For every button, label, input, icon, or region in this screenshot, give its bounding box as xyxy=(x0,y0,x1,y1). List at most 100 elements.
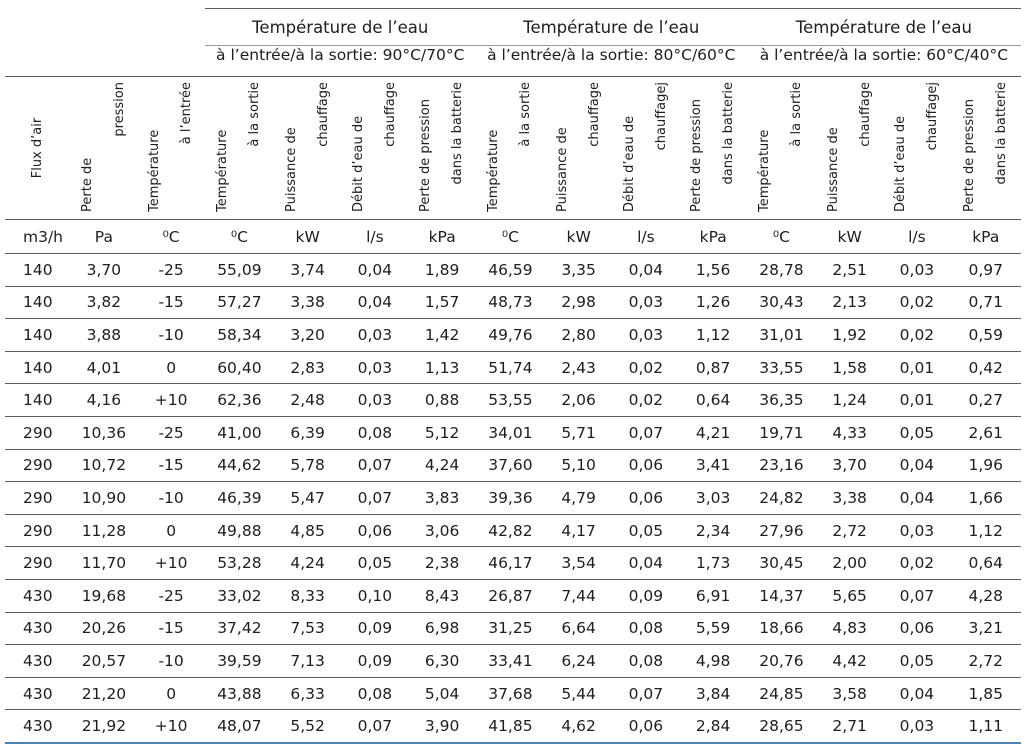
table-body: 140 3,70 -25 55,09 3,74 0,04 1,89 46,59 3,35 0,04… xyxy=(5,253,1021,744)
table-row: 290 10,90 -10 46,39 5,47 0,07 3,83 39,36 4,79 0,0… xyxy=(5,481,1021,515)
column-header-label: Température à la sortie xyxy=(478,80,542,216)
table-cell: 46,17 xyxy=(475,546,546,580)
table-cell: 19,68 xyxy=(70,579,138,613)
unit-cell: m3/h xyxy=(5,219,71,254)
table-cell: 0,71 xyxy=(950,286,1021,320)
table-row: 140 3,82 -15 57,27 3,38 0,04 1,57 48,73 2,98 0,03… xyxy=(5,286,1021,320)
table-cell: 4,21 xyxy=(679,416,747,450)
table-cell: 0,07 xyxy=(612,677,680,711)
column-header-line-2: dans la batterie xyxy=(450,82,466,185)
column-header: Température à la sortie xyxy=(475,76,546,220)
table-cell: 0,08 xyxy=(341,416,409,450)
table-cell: 140 xyxy=(5,351,71,385)
table-cell: 62,36 xyxy=(204,383,275,417)
table-cell: 0,05 xyxy=(341,546,409,580)
table-cell: 0,88 xyxy=(408,383,476,417)
table-cell: -25 xyxy=(137,253,205,287)
table-cell: +10 xyxy=(137,546,205,580)
column-header: Débit d’eau de chauffagej xyxy=(883,76,951,220)
table-cell: 0,59 xyxy=(950,318,1021,352)
table-cell: 430 xyxy=(5,709,71,744)
table-cell: 0,01 xyxy=(883,383,951,417)
table-row: 430 20,57 -10 39,59 7,13 0,09 6,30 33,41 6,24 0,0… xyxy=(5,644,1021,678)
table-cell: 21,92 xyxy=(70,709,138,744)
group-spacer xyxy=(5,9,205,46)
table-cell: 0,03 xyxy=(341,351,409,385)
table-cell: 6,39 xyxy=(274,416,342,450)
table-cell: 140 xyxy=(5,383,71,417)
table-cell: 1,24 xyxy=(816,383,884,417)
unit-cell: kW xyxy=(816,219,884,254)
column-header-line-1: Température xyxy=(215,129,231,212)
table-cell: 290 xyxy=(5,416,71,450)
table-row: 430 21,92 +10 48,07 5,52 0,07 3,90 41,85 4,62 0,0… xyxy=(5,709,1021,744)
table-cell: 30,43 xyxy=(746,286,817,320)
column-header-line-1: Débit d’eau de xyxy=(350,115,366,212)
table-cell: 30,45 xyxy=(746,546,817,580)
table-cell: 290 xyxy=(5,514,71,548)
column-header-label: Perte de pression dans la batterie xyxy=(410,80,474,216)
unit-cell: l/s xyxy=(612,219,680,254)
table-cell: -25 xyxy=(137,416,205,450)
table-cell: 3,21 xyxy=(950,612,1021,646)
column-header: Puissance de chauffage xyxy=(816,76,884,220)
column-header-line-2: à l’entrée xyxy=(179,82,195,145)
table-cell: 1,11 xyxy=(950,709,1021,744)
column-header-label: Température à la sortie xyxy=(207,80,271,216)
table-cell: 24,85 xyxy=(746,677,817,711)
table-cell: 3,20 xyxy=(274,318,342,352)
column-header-label: Température à l’entrée xyxy=(139,80,203,216)
table-cell: 3,54 xyxy=(545,546,613,580)
table-row: 290 10,72 -15 44,62 5,78 0,07 4,24 37,60 5,10 0,0… xyxy=(5,449,1021,483)
table-cell: 3,41 xyxy=(679,449,747,483)
table-row: 430 21,20 0 43,88 6,33 0,08 5,04 37,68 5,44 0,07 3… xyxy=(5,677,1021,711)
table-cell: 290 xyxy=(5,546,71,580)
table-cell: 4,33 xyxy=(816,416,884,450)
column-header-label: Puissance de chauffage xyxy=(276,80,340,216)
table-cell: 2,34 xyxy=(679,514,747,548)
table-cell: 55,09 xyxy=(204,253,275,287)
table-cell: 0,09 xyxy=(612,579,680,613)
table-row: 140 4,01 0 60,40 2,83 0,03 1,13 51,74 2,43 0,02 0,… xyxy=(5,351,1021,385)
table-cell: 0,07 xyxy=(341,449,409,483)
table-cell: 0,09 xyxy=(341,644,409,678)
table-cell: 0,05 xyxy=(883,644,951,678)
unit-cell: kPa xyxy=(679,219,747,254)
table-cell: -10 xyxy=(137,318,205,352)
table-cell: 0,03 xyxy=(612,318,680,352)
column-header-label: Température à la sortie xyxy=(749,80,813,216)
table-cell: 3,84 xyxy=(679,677,747,711)
table-cell: 44,62 xyxy=(204,449,275,483)
table-cell: 0,42 xyxy=(950,351,1021,385)
table-cell: 51,74 xyxy=(475,351,546,385)
table-cell: 0,04 xyxy=(883,449,951,483)
table-cell: 430 xyxy=(5,612,71,646)
table-cell: 37,60 xyxy=(475,449,546,483)
table-cell: 4,16 xyxy=(70,383,138,417)
table-cell: -15 xyxy=(137,286,205,320)
table-cell: 4,24 xyxy=(408,449,476,483)
unit-cell: l/s xyxy=(341,219,409,254)
table-cell: 1,26 xyxy=(679,286,747,320)
column-header-line-2: à la sortie xyxy=(247,82,263,147)
column-header-line-2: chauffage xyxy=(315,82,331,147)
column-header: Débit d’eau de chauffagej xyxy=(612,76,680,220)
column-header-line-1: Puissance de xyxy=(554,127,570,212)
table-cell: 6,33 xyxy=(274,677,342,711)
table-cell: 430 xyxy=(5,579,71,613)
table-cell: 1,66 xyxy=(950,481,1021,515)
table-cell: 43,88 xyxy=(204,677,275,711)
table-cell: 3,38 xyxy=(816,481,884,515)
unit-cell: kPa xyxy=(950,219,1021,254)
table-cell: 3,82 xyxy=(70,286,138,320)
spec-table-container: Température de l’eau Température de l’ea… xyxy=(5,8,1021,744)
table-cell: 3,70 xyxy=(816,449,884,483)
table-cell: 430 xyxy=(5,644,71,678)
table-cell: 20,76 xyxy=(746,644,817,678)
table-cell: 2,61 xyxy=(950,416,1021,450)
table-cell: 11,70 xyxy=(70,546,138,580)
column-header: Puissance de chauffage xyxy=(545,76,613,220)
table-cell: 3,90 xyxy=(408,709,476,744)
table-cell: 2,43 xyxy=(545,351,613,385)
table-cell: 7,53 xyxy=(274,612,342,646)
